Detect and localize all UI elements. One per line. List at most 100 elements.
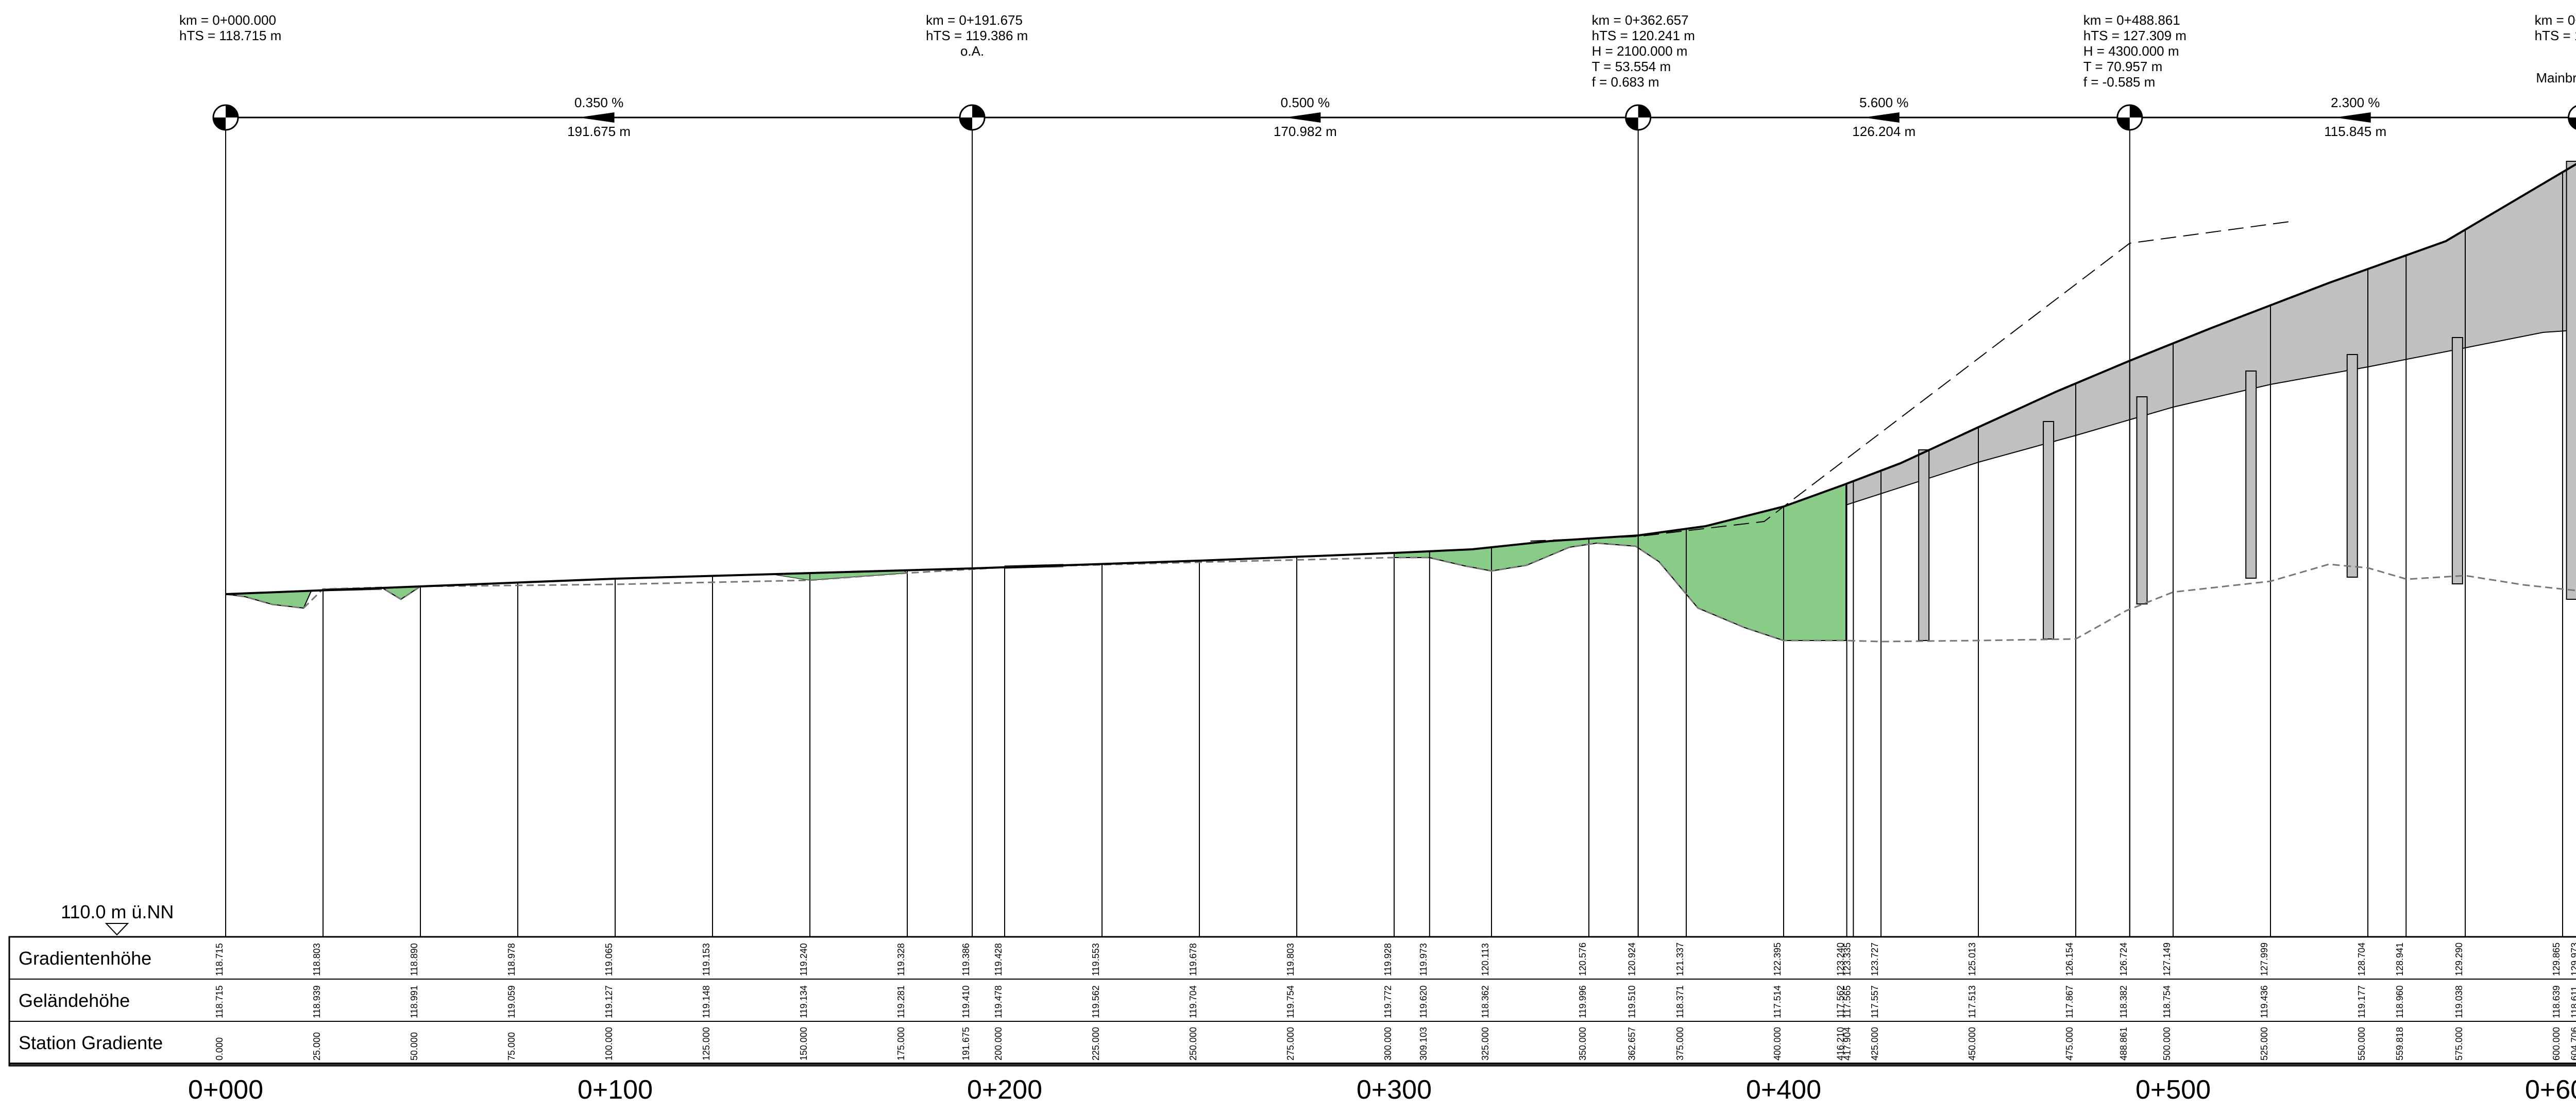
table-terrain-value: 117.514 [1772, 985, 1783, 1018]
table-terrain-value: 119.704 [1188, 985, 1198, 1018]
table-gradient-value: 118.978 [506, 943, 517, 976]
table-station-value: 300.000 [1383, 1027, 1393, 1060]
vpi-label-line: T = 70.957 m [2083, 59, 2162, 74]
table-station-value: 175.000 [896, 1027, 906, 1060]
table-gradient-value: 128.704 [2357, 942, 2367, 976]
km-tick-label: 0+300 [1357, 1075, 1432, 1105]
table-terrain-value: 118.611 [2570, 986, 2576, 1018]
table-station-value: 375.000 [1675, 1027, 1685, 1060]
table-station-value: 550.000 [2357, 1027, 2367, 1060]
grade-arrow-icon [1284, 112, 1321, 123]
table-station-value: 475.000 [2064, 1027, 2075, 1060]
bridge-abutment [2566, 161, 2576, 600]
vpi-quadrant-icon [1625, 117, 1638, 130]
vpi-label-line: H = 2100.000 m [1592, 43, 1688, 59]
table-station-value: 100.000 [604, 1027, 614, 1060]
table-terrain-value: 118.382 [2119, 985, 2129, 1018]
table-station-value: 604.706 [2570, 1027, 2576, 1060]
table-terrain-value: 119.620 [1418, 985, 1429, 1018]
table-gradient-value: 123.240 [1836, 942, 1846, 976]
grade-line [225, 163, 2576, 595]
bridge-pier [2346, 354, 2358, 578]
km-tick-label: 0+100 [578, 1075, 653, 1105]
table-station-value: 362.657 [1627, 1027, 1637, 1060]
table-values: 118.715 118.715 0.000 118.803 118.939 25.000 1… [214, 942, 2576, 1060]
vpi-quadrant-icon [213, 117, 226, 130]
table-terrain-value: 118.991 [409, 985, 419, 1018]
table-station-value: 191.675 [961, 1027, 971, 1060]
vpi-quadrant-icon [960, 117, 973, 130]
km-tick-label: 0+400 [1746, 1075, 1821, 1105]
grade-slope-label: 0.500 % [1281, 95, 1330, 110]
vpi-quadrant-icon [2117, 117, 2130, 130]
table-station-value: 309.103 [1418, 1027, 1429, 1060]
table-station-value: 125.000 [701, 1027, 711, 1060]
profile-table: Gradientenhöhe Geländehöhe Station Gradi… [8, 936, 2576, 1067]
table-gradient-value: 127.999 [2259, 942, 2269, 976]
table-terrain-value: 119.436 [2259, 985, 2269, 1018]
table-station-value: 350.000 [1578, 1027, 1588, 1060]
table-station-value: 50.000 [409, 1032, 419, 1060]
vpi-label-line: km = 0+191.675 [926, 12, 1023, 28]
table-station-value: 25.000 [312, 1032, 322, 1060]
grade-length-label: 170.982 m [1274, 124, 1337, 139]
table-terrain-value: 119.772 [1383, 985, 1393, 1018]
table-gradient-value: 127.149 [2162, 942, 2172, 976]
bridge-pier [2245, 371, 2257, 579]
table-terrain-value: 119.281 [896, 985, 906, 1018]
vpi-label-line: hTS = 127.309 m [2083, 28, 2187, 43]
table-gradient-value: 129.865 [2551, 942, 2562, 976]
table-terrain-value: 119.754 [1285, 985, 1296, 1018]
grade-slope-label: 0.350 % [574, 95, 623, 110]
station-lines [225, 117, 2563, 937]
table-terrain-value: 119.059 [506, 985, 517, 1018]
table-terrain-value: 119.134 [799, 985, 809, 1018]
km-axis: 0+000 0+100 0+200 0+300 0+400 0+500 0+600 [188, 1075, 2576, 1105]
bridge-pier [2451, 337, 2463, 584]
grade-length-label: 191.675 m [567, 124, 631, 139]
table-terrain-value: 118.371 [1675, 985, 1685, 1018]
km-tick-label: 0+000 [188, 1075, 263, 1105]
vpi-label-line: km = 0+362.657 [1592, 12, 1689, 28]
vpi-label-line: f = -0.585 m [2083, 74, 2155, 90]
table-terrain-value: 118.960 [2395, 985, 2405, 1018]
table-gradient-value: 129.290 [2454, 942, 2464, 976]
vpi-quadrant-icon [1638, 105, 1651, 117]
table-station-value: 400.000 [1772, 1027, 1783, 1060]
table-terrain-value: 119.478 [993, 985, 1004, 1018]
table-gradient-value: 126.154 [2064, 942, 2075, 976]
table-gradient-value: 119.553 [1091, 943, 1101, 976]
grade-band: 0.350 % 191.675 m 0.500 % 170.982 m 5.600 % 1… [212, 95, 2576, 139]
table-terrain-value: 118.362 [1480, 985, 1490, 1018]
table-station-value: 416.210 [1836, 1027, 1846, 1060]
table-gradient-value: 119.240 [799, 943, 809, 976]
table-gradient-value: 118.890 [409, 943, 419, 976]
vpi-label-line: o.A. [960, 43, 984, 59]
vpi-label-line: T = 53.554 m [1592, 59, 1671, 74]
grade-slope-label: 5.600 % [1859, 95, 1908, 110]
table-terrain-value: 117.513 [1967, 985, 1977, 1018]
bridge-pier [2136, 396, 2148, 604]
grade-arrow-icon [578, 112, 615, 123]
table-station-value: 575.000 [2454, 1027, 2464, 1060]
table-station-value: 425.000 [1870, 1027, 1880, 1060]
table-terrain-value: 117.557 [1870, 985, 1880, 1018]
vpi-quadrant-icon [972, 105, 985, 117]
table-gradient-value: 120.113 [1480, 943, 1490, 976]
table-terrain-value: 117.565 [1842, 985, 1852, 1018]
vpi-label-line: km = 0+604.706 [2535, 12, 2576, 28]
table-gradient-value: 121.337 [1675, 942, 1685, 976]
table-gradient-value: 119.678 [1188, 943, 1198, 976]
table-station-value: 500.000 [2162, 1027, 2172, 1060]
table-station-value: 559.818 [2395, 1027, 2405, 1060]
vpi-label-line: hTS = 118.715 m [179, 28, 281, 43]
table-terrain-value: 119.996 [1578, 985, 1588, 1018]
table-station-value: 488.861 [2119, 1027, 2129, 1060]
table-station-value: 0.000 [214, 1037, 225, 1060]
vpi-label-line: hTS = 120.241 m [1592, 28, 1695, 43]
table-station-value: 417.904 [1842, 1027, 1852, 1060]
table-gradient-value: 119.803 [1285, 943, 1296, 976]
table-gradient-value: 120.924 [1627, 942, 1637, 976]
table-station-value: 75.000 [506, 1032, 517, 1060]
table-gradient-value: 119.928 [1383, 943, 1393, 976]
